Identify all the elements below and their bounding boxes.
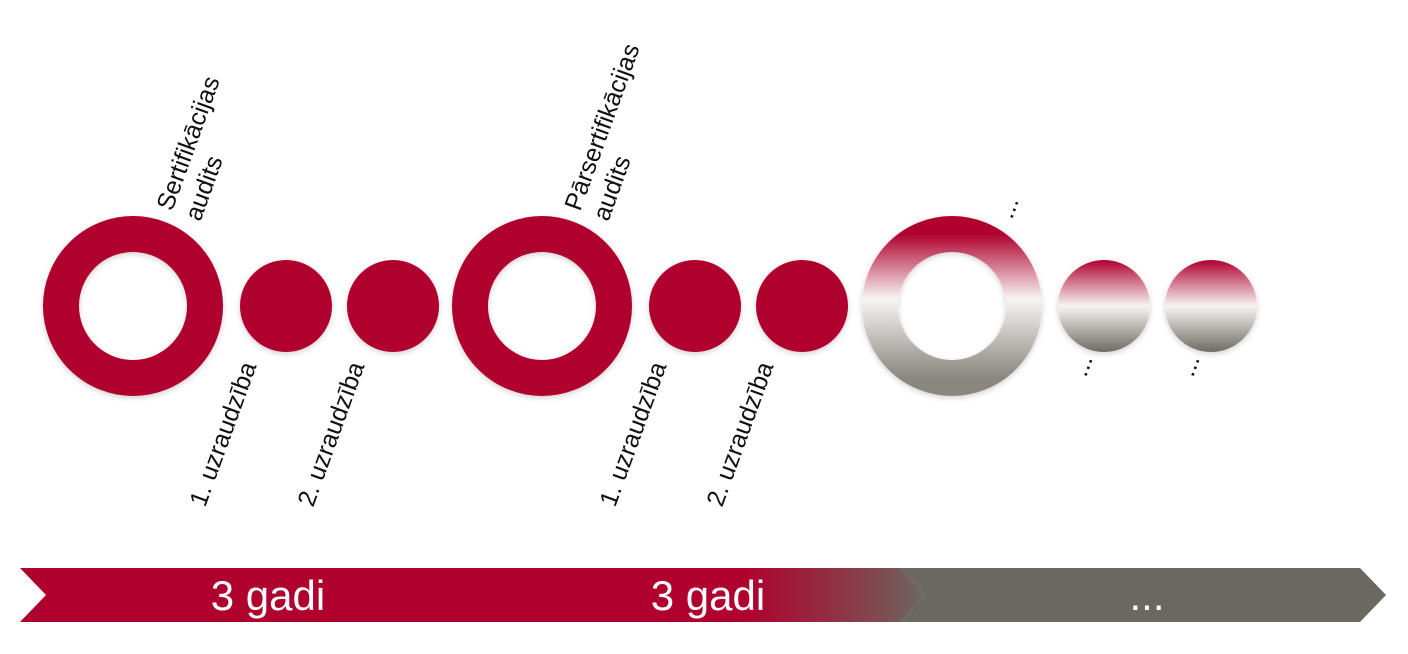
- surveillance-1-label: 1. uzraudzība: [184, 358, 262, 510]
- surveillance-2b-label-text: 2. uzraudzība: [701, 358, 779, 510]
- surveillance-2-label: 2. uzraudzība: [292, 358, 370, 510]
- surveillance-1b-dot: [649, 260, 741, 352]
- timeline-band: 3 gadi 3 gadi ...: [20, 568, 1386, 622]
- surveillance-1b-label-text: 1. uzraudzība: [594, 358, 672, 510]
- timeline-label-1: 3 gadi: [211, 572, 325, 619]
- timeline-segment-red: [20, 568, 560, 622]
- certification-audit-ring: [43, 216, 223, 396]
- future-surveillance-2-dot: [1165, 260, 1257, 352]
- timeline-label-2: 3 gadi: [651, 572, 765, 619]
- future-audit-label: ...: [991, 193, 1024, 222]
- surveillance-2b-label: 2. uzraudzība: [701, 358, 779, 510]
- timeline-label-3: ...: [1129, 572, 1164, 619]
- future-surveillance-1-label: ...: [1065, 351, 1098, 380]
- future-surveillance-2-label-text: ...: [1172, 351, 1205, 380]
- surveillance-2-label-text: 2. uzraudzība: [292, 358, 370, 510]
- surveillance-1-dot: [240, 260, 332, 352]
- recertification-audit-ring: [452, 216, 632, 396]
- surveillance-2b-dot: [756, 260, 848, 352]
- future-surveillance-1-dot: [1058, 260, 1150, 352]
- surveillance-2-dot: [347, 260, 439, 352]
- surveillance-1-label-text: 1. uzraudzība: [184, 358, 262, 510]
- recertification-audit-label: Pārsertifikācijas audits: [559, 40, 645, 224]
- future-audit-label-text: ...: [991, 193, 1024, 222]
- future-surveillance-1-label-text: ...: [1065, 351, 1098, 380]
- future-surveillance-2-label: ...: [1172, 351, 1205, 380]
- future-audit-ring: [862, 216, 1042, 396]
- certification-audit-label: Sertifikācijas audits: [151, 73, 228, 225]
- timeline-segment-gray: [900, 568, 1386, 622]
- surveillance-1b-label: 1. uzraudzība: [594, 358, 672, 510]
- timeline-segment-fade: [560, 568, 925, 622]
